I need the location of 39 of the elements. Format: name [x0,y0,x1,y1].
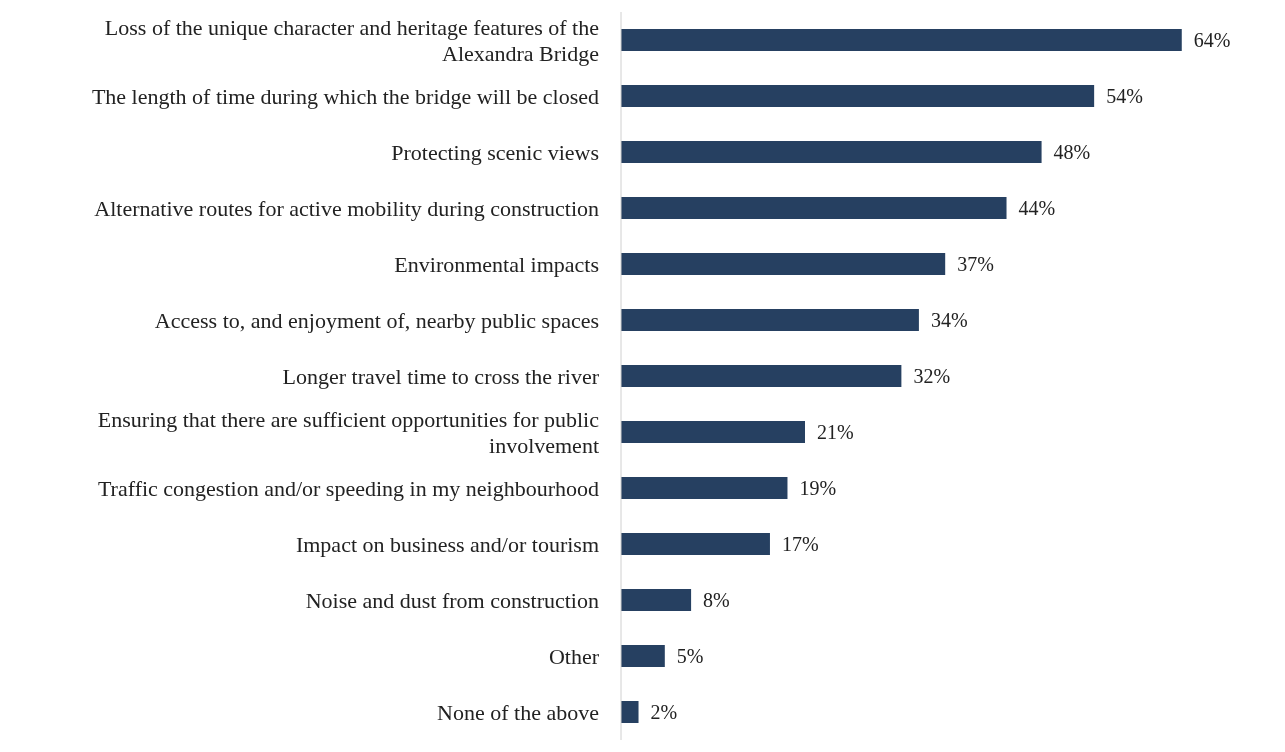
data-label: 21% [817,421,854,444]
bar [621,645,665,667]
y-tick-label: Ensuring that there are sufficient opportunities for public involvement [97,406,600,458]
data-label: 2% [650,701,678,724]
data-label: 17% [781,533,819,556]
y-tick-label: Loss of the unique character and heritage features of the Alexandra Bridge [104,14,599,66]
data-label: 19% [799,477,837,500]
y-tick-label: The length of time during which the bridge will be closed [91,83,599,109]
bar [621,421,805,443]
y-tick-label: Environmental impacts [394,251,599,277]
bar [621,253,946,275]
data-label: 64% [1193,29,1231,52]
bar [621,29,1182,51]
data-label: 5% [676,645,704,668]
bar [621,85,1095,107]
y-tick-label: Protecting scenic views [391,139,599,165]
y-tick-label: Impact on business and/or tourism [295,531,599,557]
y-tick-label: Other [548,643,600,669]
data-label: 8% [703,589,730,612]
y-tick-label: Access to, and enjoyment of, nearby public spaces [154,307,599,333]
bar [621,533,770,555]
data-label: 54% [1106,85,1143,108]
y-tick-label: Alternative routes for active mobility during construction [94,195,599,221]
bar [621,309,919,331]
y-tick-label: Traffic congestion and/or speeding in my neighbourhood [97,475,599,501]
bar [621,477,788,499]
bar [621,197,1007,219]
y-tick-label: Longer travel time to cross the river [282,363,600,389]
data-label: 34% [930,309,968,332]
data-label: 32% [913,365,951,388]
bar [621,141,1042,163]
y-tick-label: Noise and dust from construction [305,587,599,613]
bar [621,589,692,611]
y-tick-label: None of the above [437,699,599,725]
data-label: 44% [1018,197,1056,220]
data-label: 48% [1053,141,1091,164]
data-label: 37% [957,253,994,276]
bar [621,701,639,723]
bar [621,365,902,387]
